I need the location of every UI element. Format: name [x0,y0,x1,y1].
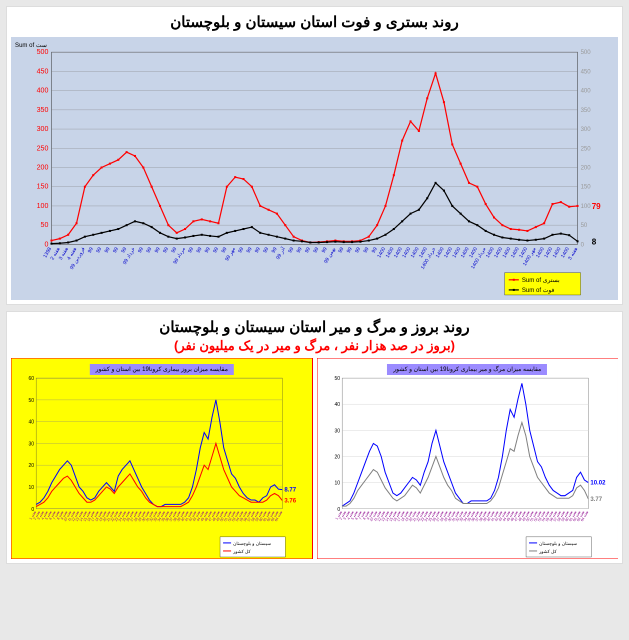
svg-text:8: 8 [592,237,597,246]
svg-text:150: 150 [37,183,49,191]
bottom-chart-row: مقایسه میزان بروز بیماری کرونا19 بین است… [7,358,622,563]
top-chart-container: Sum of ست0050501001001501502002002502503… [11,37,618,300]
svg-text:50: 50 [581,223,588,229]
svg-text:40: 40 [334,402,340,408]
svg-text:10: 10 [334,481,340,487]
svg-text:Sum of بستری: Sum of بستری [522,278,560,284]
svg-text:10: 10 [29,485,35,491]
top-chart: Sum of ست0050501001001501502002002502503… [11,37,618,300]
svg-text:150: 150 [581,185,592,191]
bottom-left-chart-title: مقایسه میزان بروز بیماری کرونا19 بین است… [90,364,234,375]
bottom-right-chart-title: مقایسه میزان مرگ و میر بیماری کرونا19 بی… [387,364,547,375]
svg-text:250: 250 [581,146,592,152]
bottom-panel: روند بروز و مرگ و میر استان سیستان و بلو… [6,311,623,564]
bottom-panel-title: روند بروز و مرگ و میر استان سیستان و بلو… [7,312,622,338]
svg-text:30: 30 [334,428,340,434]
bottom-left-chart: 01020304050608.773.76هفته 1هفته 2هفته 3ه… [11,358,313,559]
bottom-panel-subtitle: (بروز در صد هزار نفر ، مرگ و میر در یک م… [7,338,622,358]
svg-text:30: 30 [29,441,35,447]
bottom-left-chart-container: مقایسه میزان بروز بیماری کرونا19 بین است… [11,358,313,559]
svg-text:400: 400 [581,89,592,95]
svg-text:350: 350 [581,108,592,114]
svg-text:79: 79 [592,202,601,211]
svg-text:50: 50 [334,376,340,382]
top-panel: روند بستری و فوت استان سیستان و بلوچستان… [6,6,623,305]
svg-text:500: 500 [37,48,49,56]
svg-text:3.76: 3.76 [284,499,296,505]
svg-text:200: 200 [37,164,49,172]
svg-text:300: 300 [37,125,49,133]
svg-text:500: 500 [581,50,592,56]
svg-text:450: 450 [37,67,49,75]
svg-text:100: 100 [581,204,592,210]
svg-text:3.77: 3.77 [590,497,602,503]
svg-text:350: 350 [37,106,49,114]
svg-text:20: 20 [29,463,35,469]
svg-text:450: 450 [581,69,592,75]
svg-text:8.77: 8.77 [284,488,296,494]
svg-text:400: 400 [37,87,49,95]
top-panel-title: روند بستری و فوت استان سیستان و بلوچستان [7,7,622,33]
svg-text:250: 250 [37,144,49,152]
svg-text:300: 300 [581,127,592,133]
svg-text:200: 200 [581,166,592,172]
svg-text:50: 50 [29,398,35,404]
bottom-right-chart: 0102030405010.023.77هفته 1هفته 2هفته 3هف… [317,358,619,559]
bottom-right-chart-container: مقایسه میزان مرگ و میر بیماری کرونا19 بی… [317,358,619,559]
svg-text:Sum of فوت: Sum of فوت [522,288,555,294]
svg-text:20: 20 [334,455,340,461]
svg-text:100: 100 [37,202,49,210]
svg-text:60: 60 [29,376,35,382]
svg-text:40: 40 [29,420,35,426]
svg-text:10.02: 10.02 [590,481,606,487]
svg-text:50: 50 [41,221,49,229]
